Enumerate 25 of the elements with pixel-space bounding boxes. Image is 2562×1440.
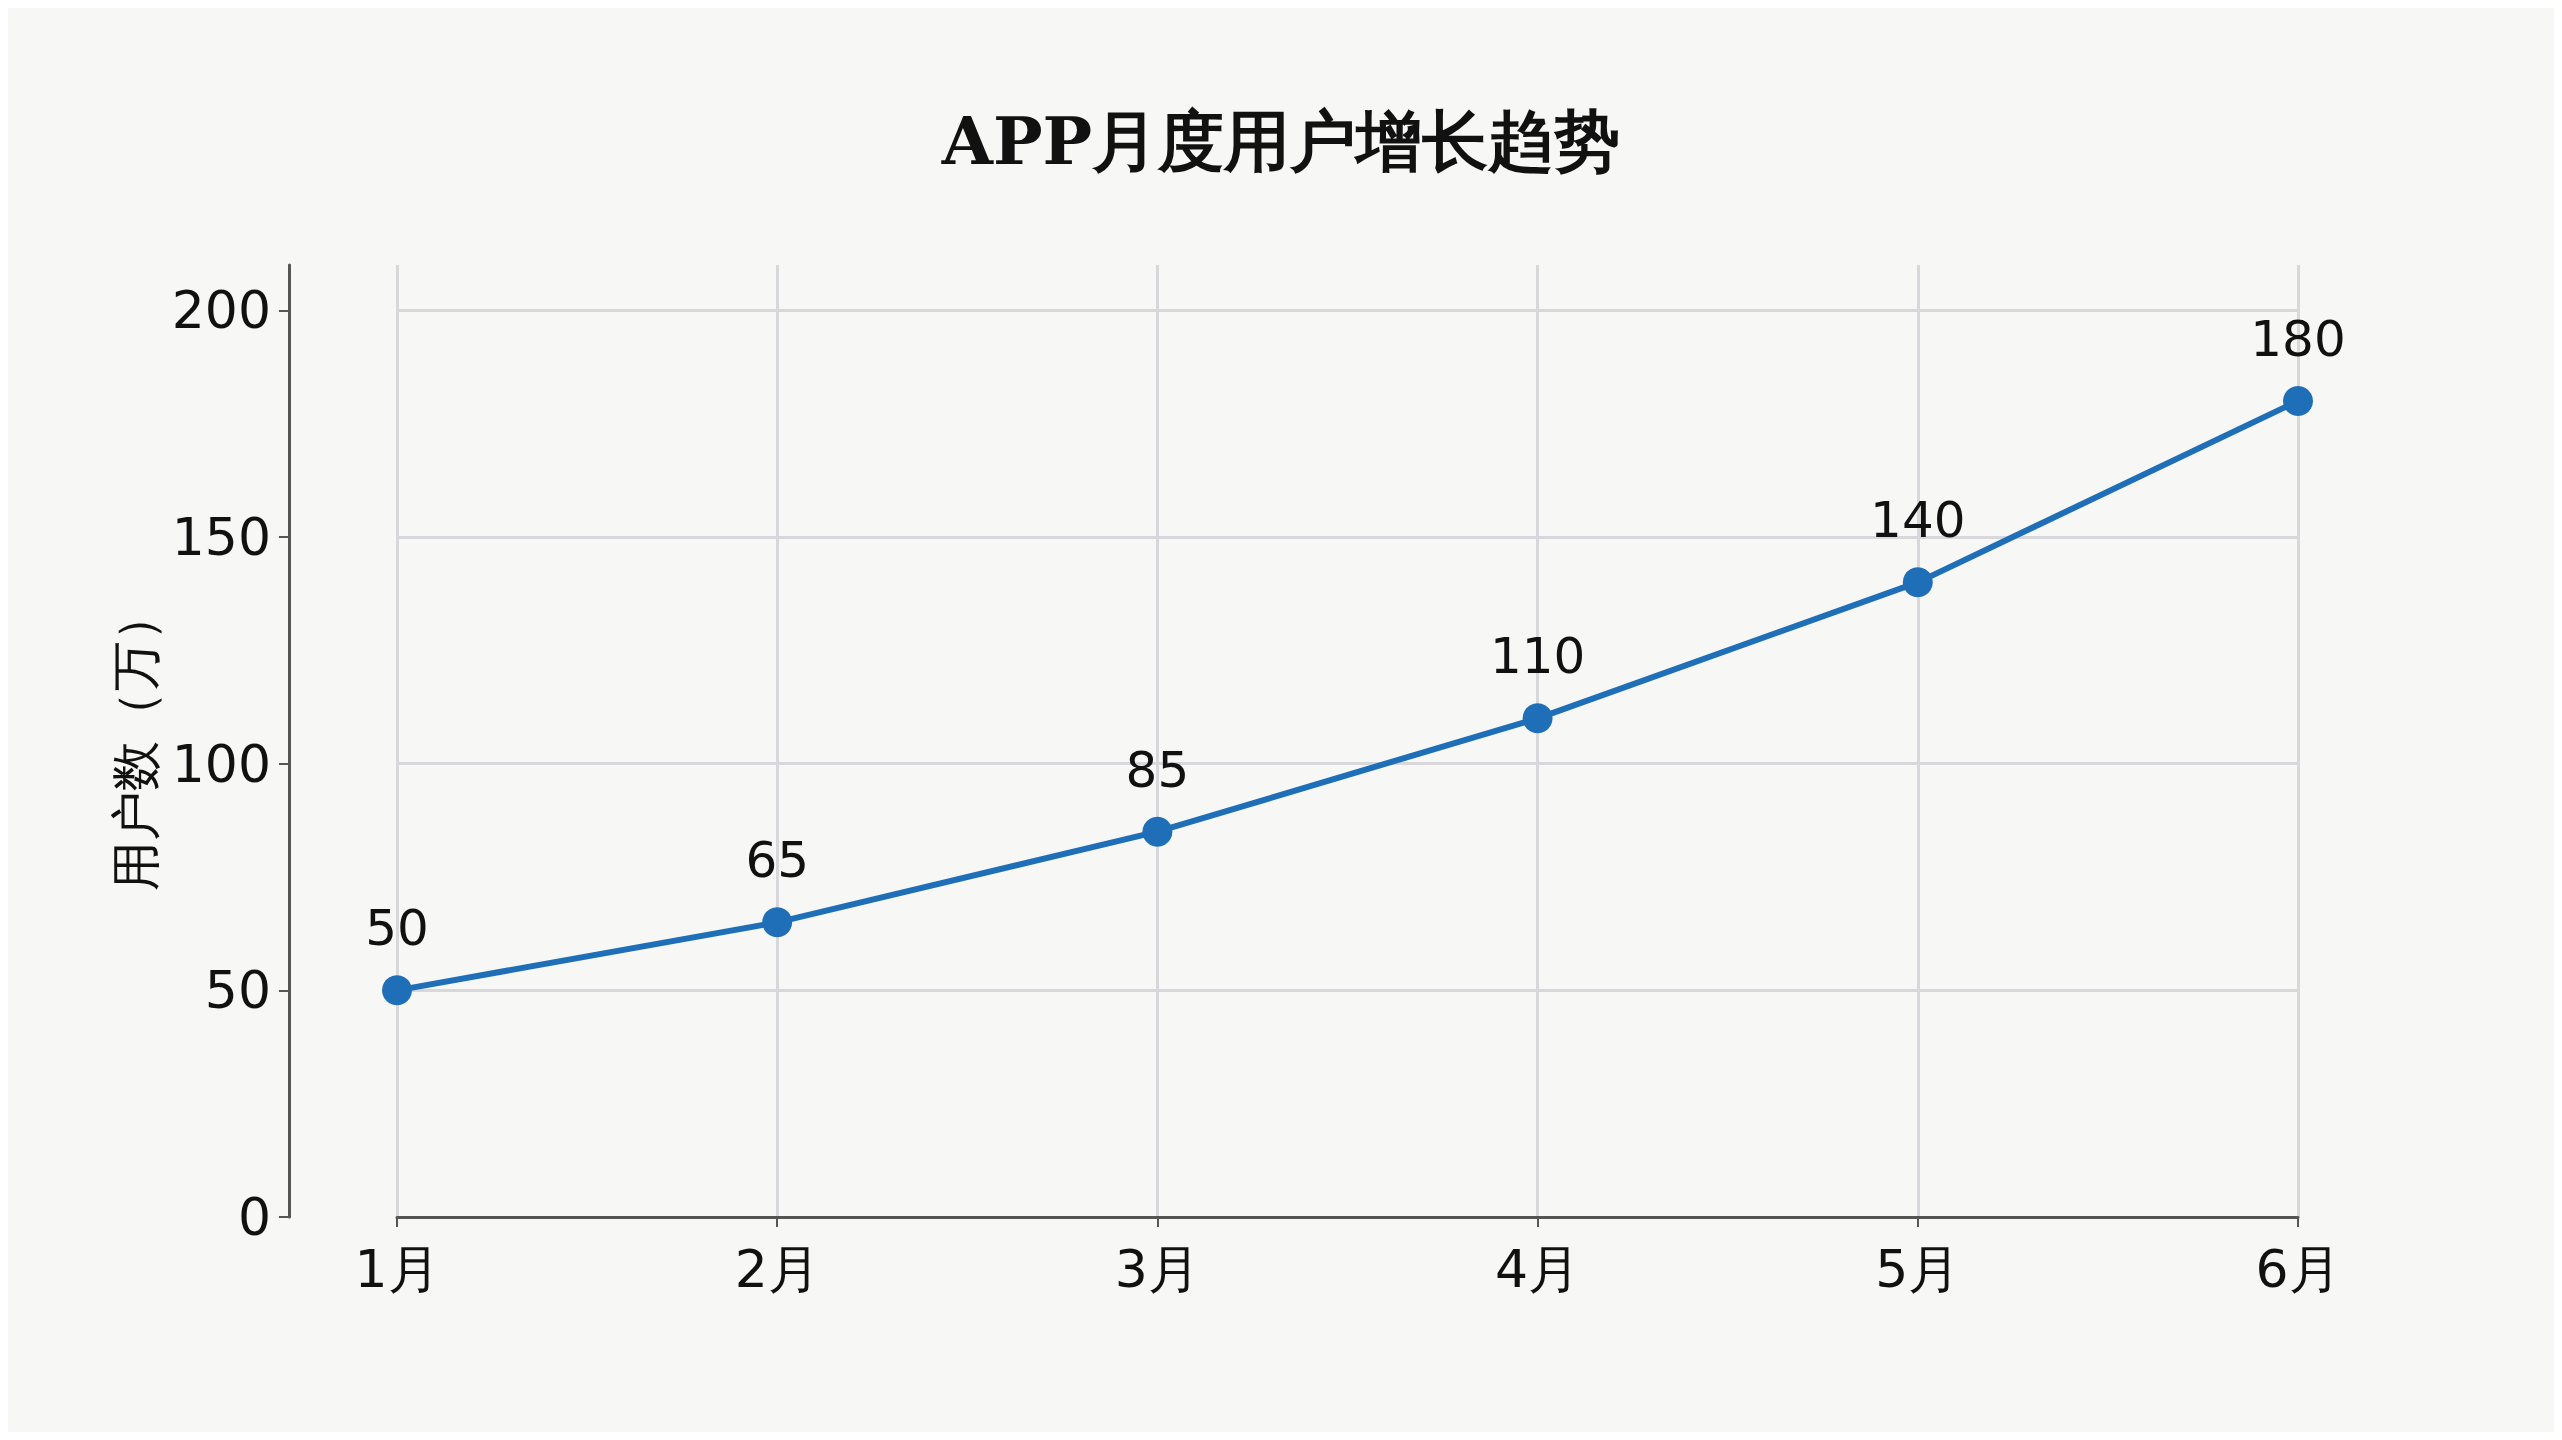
x-tick-label: 4月 <box>1495 1239 1581 1299</box>
data-label: 110 <box>1489 627 1586 686</box>
x-tick-label: 3月 <box>1114 1239 1200 1299</box>
data-label: 85 <box>1125 740 1190 799</box>
data-label: 140 <box>1870 491 1966 550</box>
y-tick-label: 50 <box>204 960 271 1021</box>
data-label: 65 <box>745 831 810 890</box>
x-tick-label: 5月 <box>1875 1239 1961 1299</box>
data-label: 50 <box>365 899 429 958</box>
point <box>1142 816 1173 847</box>
chart-title: APP月度用户增长趋势 <box>940 102 1621 180</box>
point <box>382 975 412 1006</box>
y-tick-label: 0 <box>237 1187 271 1247</box>
y-tick-label: 200 <box>171 280 271 341</box>
point <box>762 907 793 938</box>
y-tick-label: 100 <box>171 733 271 794</box>
x-tick-label: 2月 <box>734 1239 820 1299</box>
y-tick-label: 150 <box>171 507 271 567</box>
point <box>2283 386 2313 416</box>
point <box>1522 703 1553 734</box>
x-tick-label: 6月 <box>2255 1239 2341 1299</box>
y-axis-title: 用户数（万） <box>106 591 165 891</box>
point <box>1902 567 1933 598</box>
x-tick-label: 1月 <box>354 1239 440 1299</box>
data-label: 180 <box>2250 310 2346 368</box>
